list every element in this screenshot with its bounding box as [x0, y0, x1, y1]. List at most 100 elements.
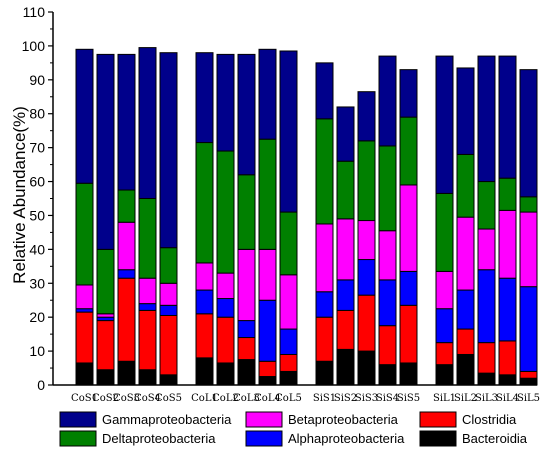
- legend-label-alphaproteobacteria: Alphaproteobacteria: [288, 431, 405, 446]
- bar-segment-SiS5-betaproteobacteria: [399, 184, 418, 272]
- bar-segment-CoS2-betaproteobacteria: [96, 313, 115, 318]
- bar-segment-CoL5-deltaproteobacteria: [279, 211, 298, 276]
- bar-segment-CoS1-clostridia: [75, 311, 94, 364]
- y-tick-label: 100: [22, 38, 46, 54]
- bar-segment-CoS5-bacteroidia: [159, 374, 178, 386]
- bar-segment-CoS1-betaproteobacteria: [75, 284, 94, 310]
- bar-segment-CoL5-betaproteobacteria: [279, 274, 298, 330]
- y-tick-label: 20: [29, 309, 45, 325]
- bar-segment-SiL2-clostridia: [456, 328, 475, 355]
- bar-segment-SiS3-gammaproteobacteria: [357, 91, 376, 142]
- bar-segment-SiL2-betaproteobacteria: [456, 216, 475, 291]
- bar-segment-SiL1-bacteroidia: [435, 364, 454, 386]
- bar-segment-SiS2-deltaproteobacteria: [336, 160, 355, 220]
- bar-segment-CoL1-betaproteobacteria: [195, 262, 214, 291]
- bar-segment-SiS1-deltaproteobacteria: [315, 118, 334, 225]
- bar-segment-SiS3-bacteroidia: [357, 350, 376, 386]
- bar-segment-SiS1-alphaproteobacteria: [315, 291, 334, 318]
- bar-segment-CoS3-betaproteobacteria: [117, 221, 136, 271]
- bar-segment-SiL5-deltaproteobacteria: [519, 196, 538, 213]
- bar-segment-CoL1-alphaproteobacteria: [195, 289, 214, 315]
- x-tick-label: SiL4: [496, 393, 519, 404]
- bar-segment-SiL1-betaproteobacteria: [435, 270, 454, 310]
- y-tick-label: 50: [29, 207, 45, 223]
- x-tick-label: SiL1: [433, 393, 456, 404]
- bar-segment-CoL2-bacteroidia: [216, 362, 235, 386]
- bar-segment-CoL2-alphaproteobacteria: [216, 298, 235, 318]
- legend-label-deltaproteobacteria: Deltaproteobacteria: [102, 431, 216, 446]
- bar-segment-CoS4-betaproteobacteria: [138, 277, 157, 305]
- bar-segment-CoL1-clostridia: [195, 313, 214, 359]
- bar-segment-CoL5-bacteroidia: [279, 370, 298, 386]
- bar-segment-CoS3-deltaproteobacteria: [117, 189, 136, 223]
- legend-swatch-betaproteobacteria: [245, 411, 283, 428]
- legend-swatch-alphaproteobacteria: [245, 430, 283, 447]
- bar-segment-CoS2-bacteroidia: [96, 369, 115, 386]
- bar-segment-SiL1-deltaproteobacteria: [435, 192, 454, 272]
- bar-segment-SiL4-betaproteobacteria: [498, 209, 517, 279]
- x-tick-label: CoS1: [71, 393, 98, 404]
- x-tick-label: CoS4: [134, 393, 161, 404]
- bar-segment-SiS2-bacteroidia: [336, 348, 355, 386]
- bar-segment-SiS1-betaproteobacteria: [315, 223, 334, 293]
- bar-segment-CoS4-clostridia: [138, 309, 157, 371]
- bar-segment-CoS5-deltaproteobacteria: [159, 247, 178, 284]
- bar-segment-CoL4-betaproteobacteria: [258, 248, 277, 301]
- bar-segment-CoL3-bacteroidia: [237, 359, 256, 386]
- bar-segment-CoS5-alphaproteobacteria: [159, 304, 178, 316]
- y-tick-label: 90: [29, 72, 45, 88]
- x-tick-label: SiS2: [334, 393, 357, 404]
- bar-segment-SiL3-clostridia: [477, 342, 496, 374]
- bar-segment-CoL3-betaproteobacteria: [237, 248, 256, 322]
- bar-segment-CoL3-deltaproteobacteria: [237, 174, 256, 250]
- bar-segment-CoL2-clostridia: [216, 316, 235, 364]
- bar-segment-CoL4-clostridia: [258, 360, 277, 378]
- bar-segment-SiL5-betaproteobacteria: [519, 211, 538, 288]
- legend-swatch-gammaproteobacteria: [59, 411, 97, 428]
- bar-segment-CoS2-alphaproteobacteria: [96, 316, 115, 322]
- bar-segment-CoL3-alphaproteobacteria: [237, 320, 256, 339]
- y-tick-label: 80: [29, 106, 45, 122]
- x-tick-label: SiS4: [376, 393, 399, 404]
- x-tick-label: SiS3: [355, 393, 378, 404]
- x-tick-label: CoS2: [92, 393, 119, 404]
- bar-segment-CoS3-gammaproteobacteria: [117, 53, 136, 191]
- bar-segment-SiL2-gammaproteobacteria: [456, 67, 475, 155]
- bar-segment-SiS3-deltaproteobacteria: [357, 140, 376, 222]
- bar-segment-CoL4-gammaproteobacteria: [258, 48, 277, 140]
- x-tick-label: CoL1: [191, 393, 218, 404]
- x-tick-label: CoL4: [254, 393, 281, 404]
- bar-segment-CoS5-gammaproteobacteria: [159, 52, 178, 249]
- bar-segment-SiS4-gammaproteobacteria: [378, 55, 397, 147]
- bar-segment-SiS2-alphaproteobacteria: [336, 279, 355, 311]
- bar-segment-CoL2-deltaproteobacteria: [216, 150, 235, 274]
- bar-segment-SiS5-bacteroidia: [399, 362, 418, 386]
- y-tick-label: 40: [29, 241, 45, 257]
- bar-segment-CoL2-gammaproteobacteria: [216, 53, 235, 152]
- bar-segment-SiL4-deltaproteobacteria: [498, 177, 517, 211]
- bar-segment-SiS4-bacteroidia: [378, 364, 397, 386]
- bar-segment-SiL1-gammaproteobacteria: [435, 55, 454, 194]
- x-tick-label: SiL3: [475, 393, 498, 404]
- bar-segment-CoS5-betaproteobacteria: [159, 282, 178, 306]
- x-tick-label: SiS5: [397, 393, 420, 404]
- bar-segment-SiL2-alphaproteobacteria: [456, 289, 475, 330]
- bar-segment-CoS2-gammaproteobacteria: [96, 53, 115, 250]
- bar-segment-CoL1-bacteroidia: [195, 357, 214, 386]
- bar-segment-SiL4-clostridia: [498, 340, 517, 376]
- bar-segment-SiL2-deltaproteobacteria: [456, 153, 475, 218]
- bar-segment-CoS4-alphaproteobacteria: [138, 303, 157, 311]
- bar-segment-SiL3-alphaproteobacteria: [477, 269, 496, 344]
- legend: Gammaproteobacteria Deltaproteobacteria Be…: [59, 411, 528, 447]
- y-tick-label: 70: [29, 140, 45, 156]
- bar-segment-CoL4-alphaproteobacteria: [258, 299, 277, 362]
- legend-swatch-deltaproteobacteria: [59, 430, 97, 447]
- bar-segment-SiL4-bacteroidia: [498, 374, 517, 386]
- legend-swatch-clostridia: [419, 411, 457, 428]
- bar-segment-SiL2-bacteroidia: [456, 353, 475, 386]
- bar-segment-CoL5-gammaproteobacteria: [279, 50, 298, 213]
- bar-segment-CoS1-alphaproteobacteria: [75, 308, 94, 313]
- bar-segment-CoL4-deltaproteobacteria: [258, 138, 277, 250]
